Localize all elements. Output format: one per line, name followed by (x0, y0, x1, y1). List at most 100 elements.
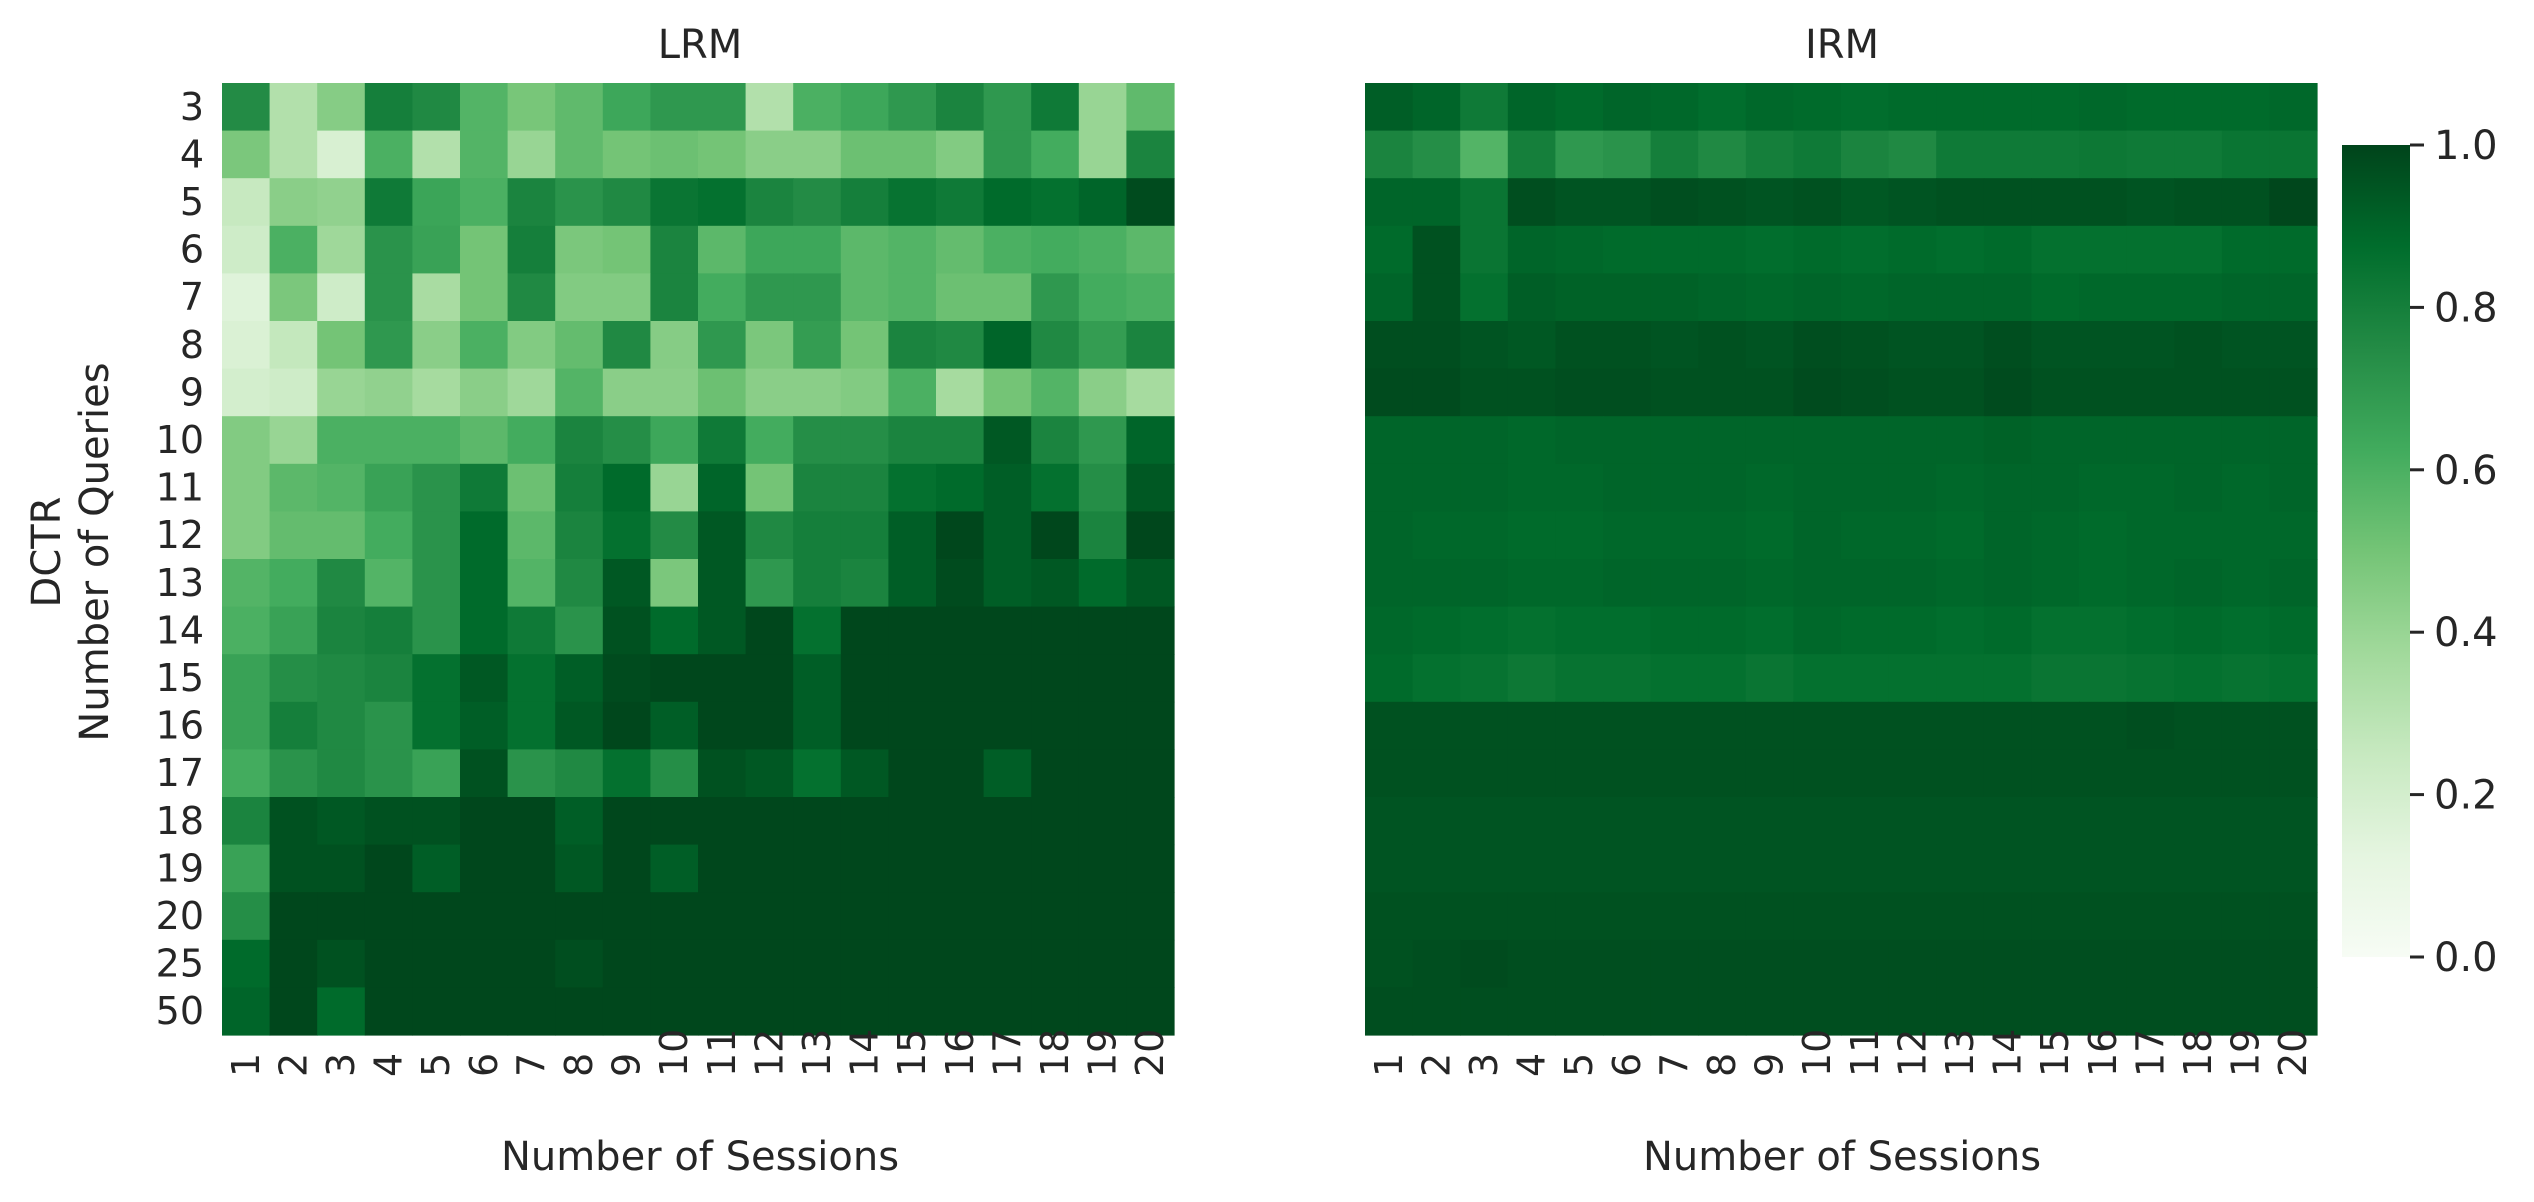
heatmap-cell (1078, 654, 1127, 703)
heatmap-cell (2031, 701, 2080, 750)
heatmap-cell (1841, 797, 1890, 846)
heatmap-cell (1983, 939, 2032, 988)
heatmap-cell (2126, 225, 2175, 274)
heatmap-cell (1126, 416, 1175, 465)
heatmap-cell (1507, 511, 1556, 560)
heatmap-cell (888, 606, 937, 655)
heatmap-cell (698, 130, 747, 179)
heatmap-cell (1888, 178, 1937, 227)
heatmap-cell (2079, 559, 2128, 608)
heatmap-cell (1888, 511, 1937, 560)
heatmap-cell (2174, 749, 2223, 798)
y-tick-label: 25 (156, 942, 204, 986)
heatmap-cell (793, 416, 842, 465)
heatmap-cell (412, 416, 461, 465)
heatmap-cell (602, 701, 651, 750)
heatmap-cell (1126, 178, 1175, 227)
heatmap-cell (2079, 273, 2128, 322)
heatmap-cell (2031, 844, 2080, 893)
heatmap-cell (1793, 225, 1842, 274)
heatmap-cell (364, 130, 413, 179)
heatmap-cell (2174, 939, 2223, 988)
heatmap-cell (317, 749, 366, 798)
heatmap-cell (1936, 225, 1985, 274)
heatmap-cells (222, 83, 1175, 1036)
heatmap-cell (1841, 939, 1890, 988)
heatmap-cell (317, 939, 366, 988)
heatmap-cell (364, 797, 413, 846)
heatmap-cell (1031, 654, 1080, 703)
heatmap-cell (1888, 559, 1937, 608)
y-tick-label: 14 (156, 608, 204, 652)
heatmap-cell (840, 797, 889, 846)
heatmap-cell (1650, 654, 1699, 703)
x-tick-label: 14 (843, 1029, 887, 1077)
heatmap-cell (1841, 606, 1890, 655)
heatmap-cell (793, 797, 842, 846)
heatmap-cell (1603, 83, 1652, 132)
heatmap-cell (460, 416, 509, 465)
heatmap-cell (2031, 225, 2080, 274)
heatmap-cell (2079, 321, 2128, 370)
heatmap-cell (269, 416, 318, 465)
heatmap-cell (507, 178, 556, 227)
heatmap-cell (460, 844, 509, 893)
heatmap-cell (745, 83, 794, 132)
heatmap-cell (1126, 368, 1175, 417)
heatmap-cell (412, 321, 461, 370)
heatmap-cell (698, 749, 747, 798)
heatmap-cell (1983, 463, 2032, 512)
heatmap-cell (1078, 892, 1127, 941)
heatmap-cell (1888, 987, 1937, 1036)
heatmap-cell (936, 939, 985, 988)
heatmap-cell (2269, 844, 2318, 893)
heatmap-cell (840, 939, 889, 988)
heatmap-cell (1412, 844, 1461, 893)
heatmap-cell (507, 654, 556, 703)
heatmap-cell (2221, 892, 2270, 941)
heatmap-cell (507, 83, 556, 132)
heatmap-cell (507, 511, 556, 560)
x-tick-label: 17 (985, 1029, 1029, 1077)
heatmap-cell (1507, 463, 1556, 512)
heatmap-cell (793, 321, 842, 370)
heatmap-cell (460, 321, 509, 370)
y-tick-label: 5 (180, 180, 204, 224)
heatmap-cell (1841, 416, 1890, 465)
heatmap-cell (983, 416, 1032, 465)
heatmap-cell (1507, 416, 1556, 465)
heatmap-cell (1603, 368, 1652, 417)
heatmap-cell (1126, 654, 1175, 703)
x-tick-label: 20 (1128, 1029, 1172, 1077)
heatmap-cell (222, 130, 271, 179)
heatmap-cell (602, 654, 651, 703)
heatmap-cell (2174, 83, 2223, 132)
heatmap-cell (1078, 701, 1127, 750)
heatmap-cell (936, 606, 985, 655)
heatmap-cell (1745, 892, 1794, 941)
heatmap-cell (1983, 416, 2032, 465)
heatmap-cell (412, 701, 461, 750)
heatmap-cell (1460, 225, 1509, 274)
heatmap-cell (1603, 987, 1652, 1036)
heatmap-cell (1126, 321, 1175, 370)
heatmap-cell (2174, 273, 2223, 322)
heatmap-cell (2031, 559, 2080, 608)
heatmap-cell (2126, 416, 2175, 465)
heatmap-cell (1078, 987, 1127, 1036)
heatmap-cell (745, 797, 794, 846)
heatmap-cell (650, 130, 699, 179)
heatmap-cell (888, 749, 937, 798)
heatmap-cell (269, 273, 318, 322)
heatmap-cell (1983, 559, 2032, 608)
heatmap-cell (2269, 321, 2318, 370)
x-tick-label: 4 (367, 1053, 411, 1077)
y-tick-label: 7 (180, 275, 204, 319)
heatmap-cell (460, 559, 509, 608)
heatmap-cell (1031, 321, 1080, 370)
heatmap-cell (650, 654, 699, 703)
heatmap-cell (2079, 606, 2128, 655)
heatmap-cell (1698, 83, 1747, 132)
x-tick-label: 5 (1557, 1053, 1601, 1077)
